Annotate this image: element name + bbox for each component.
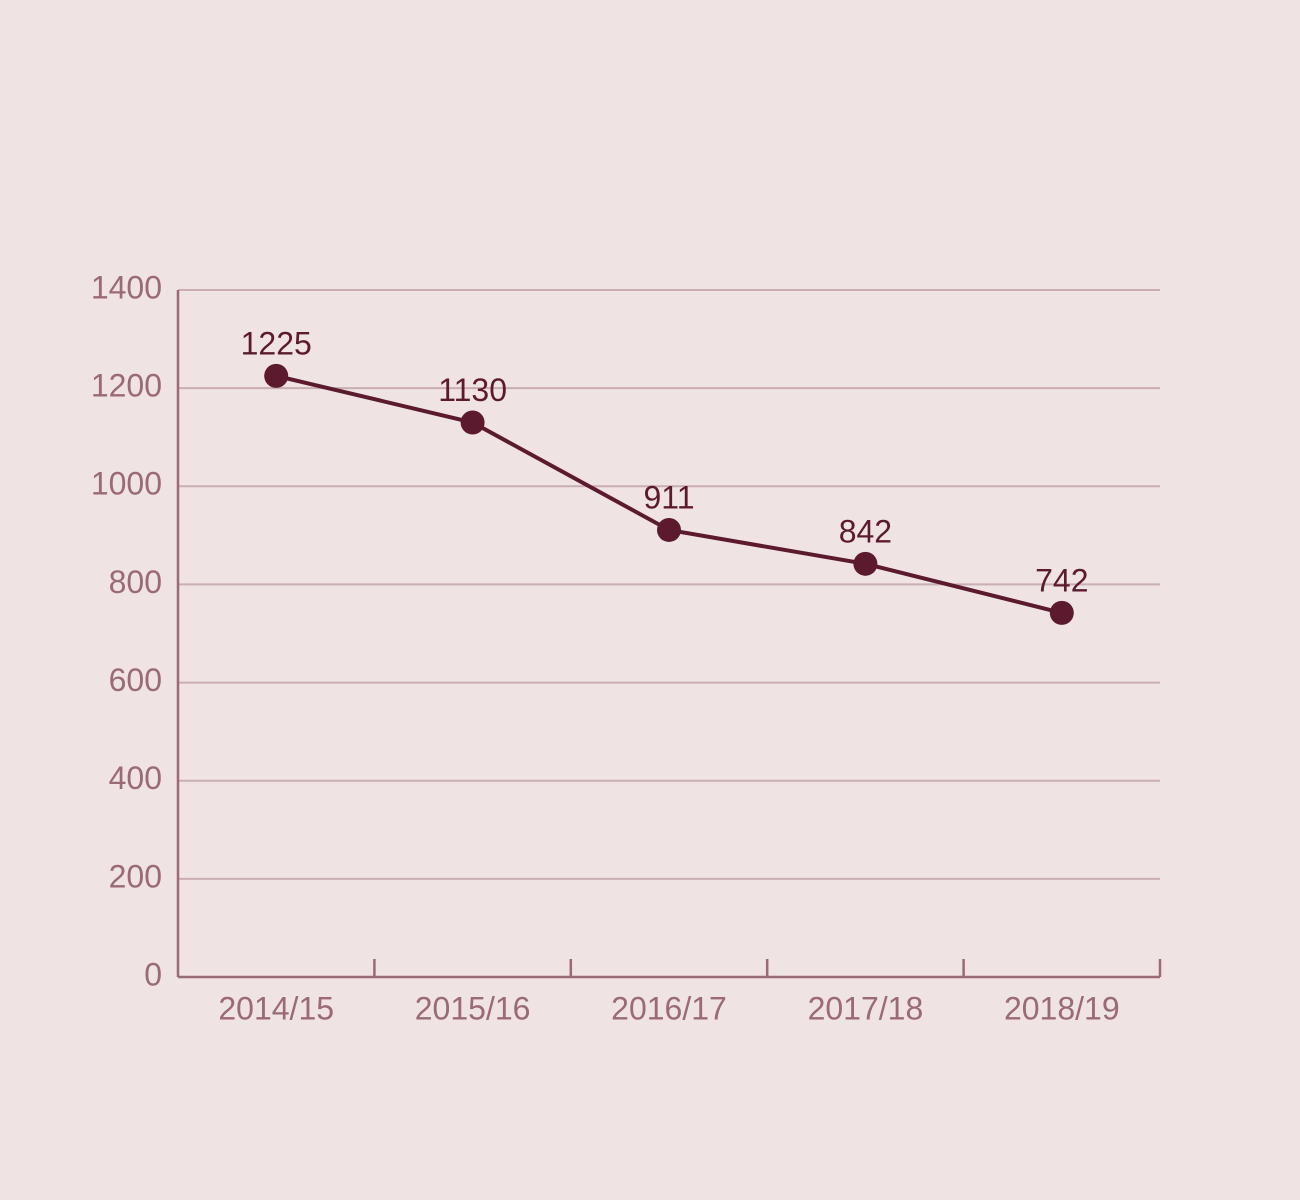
x-tick-label: 2017/18 — [808, 990, 924, 1026]
point — [657, 517, 681, 542]
x-tick-label: 2015/16 — [415, 990, 531, 1026]
data-label: 742 — [1035, 562, 1088, 598]
x-tick-label: 2016/17 — [611, 990, 727, 1026]
y-tick-label: 600 — [109, 662, 162, 698]
point — [460, 410, 485, 435]
y-tick-label: 1000 — [91, 466, 162, 502]
y-tick-label: 1400 — [91, 269, 162, 305]
data-label: 1225 — [241, 325, 312, 361]
y-tick-label: 0 — [144, 956, 162, 992]
data-label: 842 — [839, 513, 892, 549]
y-tick-label: 800 — [109, 564, 162, 600]
y-tick-label: 400 — [109, 760, 162, 796]
point — [1049, 600, 1074, 625]
data-label: 911 — [643, 479, 694, 515]
point — [264, 363, 289, 388]
data-label: 1130 — [438, 372, 507, 408]
y-tick-label: 1200 — [91, 368, 162, 404]
point — [853, 551, 878, 576]
x-tick-label: 2014/15 — [218, 990, 334, 1026]
x-tick-label: 2018/19 — [1004, 990, 1120, 1026]
y-tick-label: 200 — [109, 858, 162, 894]
